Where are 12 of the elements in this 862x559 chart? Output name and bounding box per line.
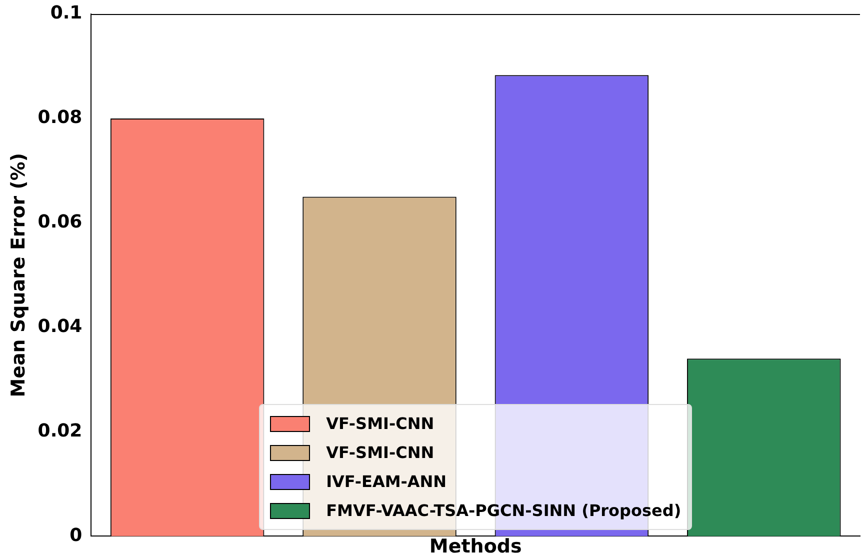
- y-tick-label: 0: [70, 524, 82, 546]
- legend-label: VF-SMI-CNN: [326, 414, 434, 434]
- legend-label: FMVF-VAAC-TSA-PGCN-SINN (Proposed): [326, 501, 682, 520]
- y-tick-label: 0.04: [38, 316, 82, 337]
- legend-label: IVF-EAM-ANN: [326, 472, 447, 492]
- y-tick-label: 0.02: [38, 420, 82, 442]
- y-tick-label: 0.08: [38, 107, 82, 128]
- y-tick-label: 0.1: [50, 2, 82, 24]
- legend-label: VF-SMI-CNN: [326, 443, 434, 462]
- y-axis-title: Mean Square Error (%): [7, 152, 30, 398]
- x-axis-title: Methods: [429, 536, 522, 558]
- y-tick-label: 0.06: [38, 212, 82, 233]
